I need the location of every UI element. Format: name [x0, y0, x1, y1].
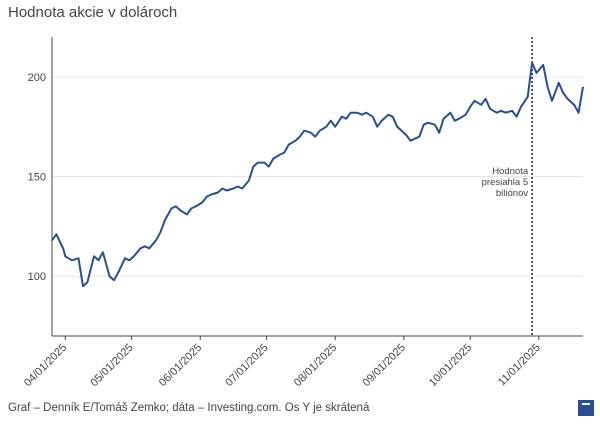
x-tick-label: 07/01/2025: [223, 342, 270, 389]
y-tick-label: 200: [28, 72, 46, 84]
denník-e-logo-icon: [578, 400, 594, 416]
chart-title: Hodnota akcie v dolároch: [8, 4, 178, 21]
x-tick-label: 09/01/2025: [360, 342, 407, 389]
footer-source: Graf – Denník E/Tomáš Zemko; dáta – Inve…: [8, 402, 370, 414]
x-axis: 04/01/2025 05/01/2025 06/01/2025 07/01/2025…: [22, 336, 543, 389]
annotation-line-text: Hodnota: [492, 166, 529, 177]
annotation-line-text: presiahla 5: [482, 177, 528, 188]
annotation-text: Hodnota presiahla 5 biliónov: [482, 166, 529, 199]
x-tick-label: 10/01/2025: [427, 342, 474, 389]
x-tick-label: 05/01/2025: [88, 342, 135, 389]
annotation-line-text: biliónov: [496, 188, 528, 199]
y-axis: 100 150 200: [28, 72, 46, 283]
y-tick-label: 100: [28, 271, 46, 283]
x-tick-label: 08/01/2025: [292, 342, 339, 389]
y-tick-label: 150: [28, 172, 46, 184]
series-line: [51, 61, 584, 288]
gridlines: [52, 76, 583, 277]
x-tick-label: 06/01/2025: [157, 342, 204, 389]
x-tick-label: 04/01/2025: [22, 342, 69, 389]
x-tick-label: 11/01/2025: [496, 342, 543, 389]
line-chart: 100 150 200 04/01/2025 05/01/2025 06/01/2025…: [22, 37, 584, 389]
